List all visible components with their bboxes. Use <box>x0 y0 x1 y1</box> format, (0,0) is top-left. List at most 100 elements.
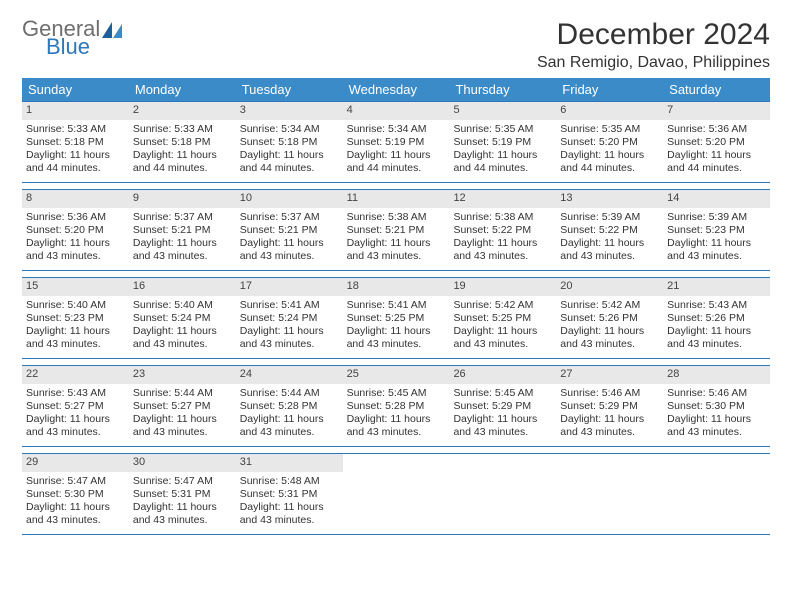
day-cell: 9Sunrise: 5:37 AMSunset: 5:21 PMDaylight… <box>129 190 236 270</box>
day-cell: 25Sunrise: 5:45 AMSunset: 5:28 PMDayligh… <box>343 366 450 446</box>
day-cell: 11Sunrise: 5:38 AMSunset: 5:21 PMDayligh… <box>343 190 450 270</box>
day-cell: 23Sunrise: 5:44 AMSunset: 5:27 PMDayligh… <box>129 366 236 446</box>
day-dl1: Daylight: 11 hours <box>26 237 125 250</box>
day-number: 12 <box>449 190 556 208</box>
day-dl1: Daylight: 11 hours <box>133 149 232 162</box>
day-dl1: Daylight: 11 hours <box>347 237 446 250</box>
day-sunset: Sunset: 5:21 PM <box>133 224 232 237</box>
day-sunset: Sunset: 5:31 PM <box>133 488 232 501</box>
day-dl2: and 44 minutes. <box>453 162 552 175</box>
day-number: 15 <box>22 278 129 296</box>
day-sunset: Sunset: 5:25 PM <box>347 312 446 325</box>
day-sunrise: Sunrise: 5:39 AM <box>667 211 766 224</box>
day-dl2: and 43 minutes. <box>133 514 232 527</box>
day-dl1: Daylight: 11 hours <box>667 149 766 162</box>
day-dl2: and 43 minutes. <box>347 338 446 351</box>
header: General Blue December 2024 San Remigio, … <box>22 18 770 72</box>
day-dl2: and 43 minutes. <box>240 514 339 527</box>
day-dl1: Daylight: 11 hours <box>453 413 552 426</box>
day-sunrise: Sunrise: 5:42 AM <box>453 299 552 312</box>
dow-cell: Thursday <box>449 78 556 101</box>
day-cell: 1Sunrise: 5:33 AMSunset: 5:18 PMDaylight… <box>22 102 129 182</box>
week-row: 1Sunrise: 5:33 AMSunset: 5:18 PMDaylight… <box>22 101 770 183</box>
day-cell: 8Sunrise: 5:36 AMSunset: 5:20 PMDaylight… <box>22 190 129 270</box>
day-sunrise: Sunrise: 5:42 AM <box>560 299 659 312</box>
day-number: 24 <box>236 366 343 384</box>
day-cell: 20Sunrise: 5:42 AMSunset: 5:26 PMDayligh… <box>556 278 663 358</box>
day-cell: 6Sunrise: 5:35 AMSunset: 5:20 PMDaylight… <box>556 102 663 182</box>
day-sunrise: Sunrise: 5:41 AM <box>347 299 446 312</box>
day-sunset: Sunset: 5:20 PM <box>26 224 125 237</box>
day-dl2: and 43 minutes. <box>453 250 552 263</box>
week-row: 8Sunrise: 5:36 AMSunset: 5:20 PMDaylight… <box>22 189 770 271</box>
day-sunset: Sunset: 5:22 PM <box>560 224 659 237</box>
day-dl1: Daylight: 11 hours <box>240 413 339 426</box>
day-dl1: Daylight: 11 hours <box>667 237 766 250</box>
day-sunset: Sunset: 5:24 PM <box>240 312 339 325</box>
month-title: December 2024 <box>537 18 770 52</box>
day-cell: 12Sunrise: 5:38 AMSunset: 5:22 PMDayligh… <box>449 190 556 270</box>
day-cell: 19Sunrise: 5:42 AMSunset: 5:25 PMDayligh… <box>449 278 556 358</box>
day-sunset: Sunset: 5:19 PM <box>347 136 446 149</box>
day-number: 7 <box>663 102 770 120</box>
day-dl1: Daylight: 11 hours <box>347 149 446 162</box>
day-cell: 27Sunrise: 5:46 AMSunset: 5:29 PMDayligh… <box>556 366 663 446</box>
day-cell: 29Sunrise: 5:47 AMSunset: 5:30 PMDayligh… <box>22 454 129 534</box>
day-sunrise: Sunrise: 5:39 AM <box>560 211 659 224</box>
day-number: 6 <box>556 102 663 120</box>
weeks-container: 1Sunrise: 5:33 AMSunset: 5:18 PMDaylight… <box>22 101 770 535</box>
day-sunset: Sunset: 5:19 PM <box>453 136 552 149</box>
day-cell: 26Sunrise: 5:45 AMSunset: 5:29 PMDayligh… <box>449 366 556 446</box>
day-sunrise: Sunrise: 5:44 AM <box>240 387 339 400</box>
day-dl2: and 43 minutes. <box>26 426 125 439</box>
day-dl2: and 44 minutes. <box>667 162 766 175</box>
day-sunset: Sunset: 5:28 PM <box>347 400 446 413</box>
day-sunrise: Sunrise: 5:38 AM <box>347 211 446 224</box>
day-number: 3 <box>236 102 343 120</box>
day-dl2: and 43 minutes. <box>133 250 232 263</box>
day-sunset: Sunset: 5:29 PM <box>560 400 659 413</box>
day-number: 25 <box>343 366 450 384</box>
day-dl2: and 43 minutes. <box>240 426 339 439</box>
day-number: 21 <box>663 278 770 296</box>
logo-word-blue: Blue <box>46 36 122 58</box>
day-number: 1 <box>22 102 129 120</box>
day-dl1: Daylight: 11 hours <box>667 325 766 338</box>
day-sunrise: Sunrise: 5:33 AM <box>26 123 125 136</box>
day-cell: 31Sunrise: 5:48 AMSunset: 5:31 PMDayligh… <box>236 454 343 534</box>
day-cell: 3Sunrise: 5:34 AMSunset: 5:18 PMDaylight… <box>236 102 343 182</box>
day-dl2: and 44 minutes. <box>133 162 232 175</box>
day-sunset: Sunset: 5:24 PM <box>133 312 232 325</box>
day-sunset: Sunset: 5:30 PM <box>26 488 125 501</box>
week-row: 29Sunrise: 5:47 AMSunset: 5:30 PMDayligh… <box>22 453 770 535</box>
day-dl1: Daylight: 11 hours <box>560 237 659 250</box>
day-number: 20 <box>556 278 663 296</box>
day-number: 18 <box>343 278 450 296</box>
day-sunrise: Sunrise: 5:44 AM <box>133 387 232 400</box>
day-sunrise: Sunrise: 5:41 AM <box>240 299 339 312</box>
day-number: 10 <box>236 190 343 208</box>
day-dl2: and 43 minutes. <box>560 338 659 351</box>
day-cell: 15Sunrise: 5:40 AMSunset: 5:23 PMDayligh… <box>22 278 129 358</box>
day-dl1: Daylight: 11 hours <box>453 325 552 338</box>
day-cell: 30Sunrise: 5:47 AMSunset: 5:31 PMDayligh… <box>129 454 236 534</box>
day-dl1: Daylight: 11 hours <box>26 325 125 338</box>
day-cell: 21Sunrise: 5:43 AMSunset: 5:26 PMDayligh… <box>663 278 770 358</box>
day-dl2: and 43 minutes. <box>347 250 446 263</box>
sail-icon <box>102 22 122 38</box>
day-dl1: Daylight: 11 hours <box>133 325 232 338</box>
location-subtitle: San Remigio, Davao, Philippines <box>537 54 770 72</box>
day-sunset: Sunset: 5:29 PM <box>453 400 552 413</box>
day-sunrise: Sunrise: 5:36 AM <box>26 211 125 224</box>
day-sunrise: Sunrise: 5:47 AM <box>26 475 125 488</box>
day-sunrise: Sunrise: 5:34 AM <box>347 123 446 136</box>
day-dl2: and 43 minutes. <box>667 250 766 263</box>
day-sunrise: Sunrise: 5:35 AM <box>560 123 659 136</box>
day-dl2: and 43 minutes. <box>560 250 659 263</box>
dow-cell: Wednesday <box>343 78 450 101</box>
day-cell: 17Sunrise: 5:41 AMSunset: 5:24 PMDayligh… <box>236 278 343 358</box>
day-number: 29 <box>22 454 129 472</box>
day-dl2: and 43 minutes. <box>453 426 552 439</box>
day-number: 5 <box>449 102 556 120</box>
day-sunset: Sunset: 5:26 PM <box>560 312 659 325</box>
